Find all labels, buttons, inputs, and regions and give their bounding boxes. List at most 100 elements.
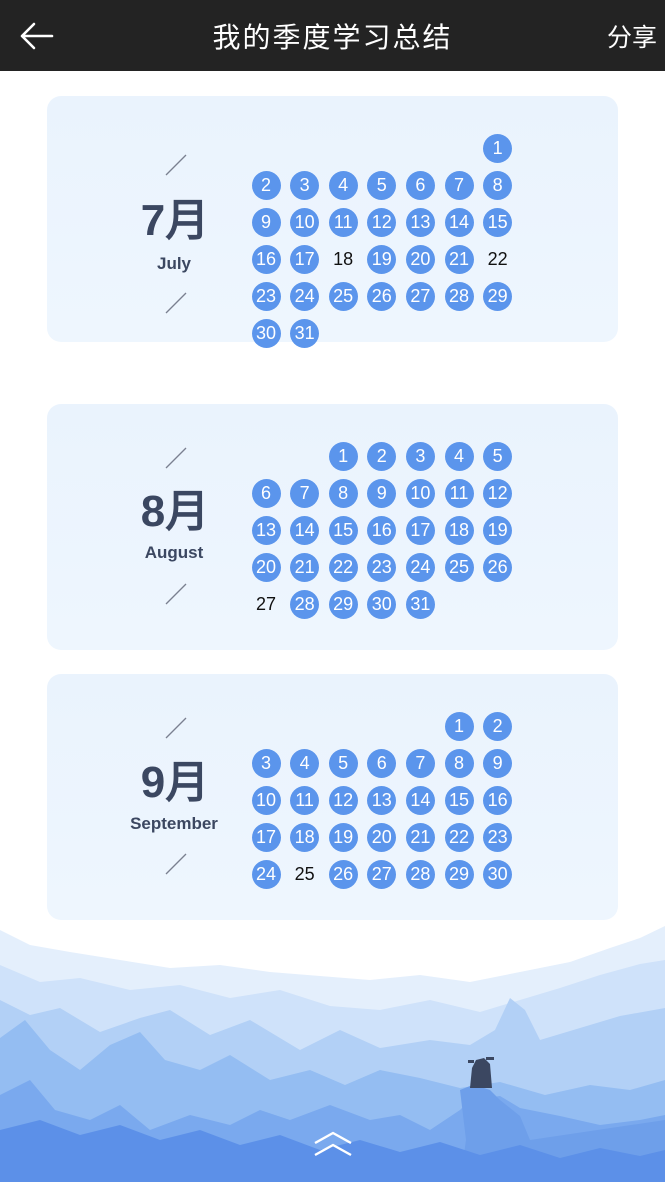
study-day-marker[interactable]: 22: [328, 552, 358, 582]
study-day-marker[interactable]: 18: [290, 822, 320, 852]
study-day-marker[interactable]: 31: [405, 589, 435, 619]
study-day-marker[interactable]: 10: [251, 785, 281, 815]
study-day-marker[interactable]: 16: [367, 515, 397, 545]
scroll-up-button[interactable]: [307, 1126, 359, 1162]
study-day-marker[interactable]: 9: [251, 207, 281, 237]
study-day-marker[interactable]: 29: [444, 859, 474, 889]
study-day-marker[interactable]: 16: [251, 244, 281, 274]
study-day-marker[interactable]: 26: [328, 859, 358, 889]
study-day-marker[interactable]: 8: [328, 478, 358, 508]
study-day-marker[interactable]: 18: [444, 515, 474, 545]
study-day-marker[interactable]: 5: [483, 441, 513, 471]
study-day-marker[interactable]: 30: [483, 859, 513, 889]
study-day-marker[interactable]: 1: [328, 441, 358, 471]
study-day-marker[interactable]: 6: [405, 170, 435, 200]
study-day-marker[interactable]: 19: [367, 244, 397, 274]
study-day-marker[interactable]: 5: [328, 748, 358, 778]
study-day-marker[interactable]: 13: [367, 785, 397, 815]
study-day-marker[interactable]: 23: [367, 552, 397, 582]
study-day-marker[interactable]: 7: [290, 478, 320, 508]
study-day-marker[interactable]: 28: [405, 859, 435, 889]
study-day-marker[interactable]: 27: [367, 859, 397, 889]
study-day-marker[interactable]: 15: [328, 515, 358, 545]
missed-day[interactable]: 27: [255, 593, 277, 614]
study-day-marker[interactable]: 9: [367, 478, 397, 508]
study-day-marker[interactable]: 4: [290, 748, 320, 778]
study-day-marker[interactable]: 8: [483, 170, 513, 200]
study-day-marker[interactable]: 26: [367, 281, 397, 311]
study-day-marker[interactable]: 17: [290, 244, 320, 274]
study-day-marker[interactable]: 12: [328, 785, 358, 815]
study-day-marker[interactable]: 1: [444, 711, 474, 741]
study-day-marker[interactable]: 10: [290, 207, 320, 237]
missed-day[interactable]: 22: [487, 248, 508, 269]
back-button[interactable]: [12, 12, 60, 60]
study-day-marker[interactable]: 28: [290, 589, 320, 619]
study-day-marker[interactable]: 3: [405, 441, 435, 471]
month-header: 9月 September: [47, 674, 303, 920]
study-day-marker[interactable]: 17: [405, 515, 435, 545]
study-day-marker[interactable]: 15: [483, 207, 513, 237]
study-day-marker[interactable]: 11: [328, 207, 358, 237]
study-day-marker[interactable]: 13: [405, 207, 435, 237]
study-day-marker[interactable]: 6: [367, 748, 397, 778]
missed-day[interactable]: 25: [294, 863, 315, 884]
slash-divider-icon: [165, 853, 187, 875]
study-day-marker[interactable]: 2: [483, 711, 513, 741]
study-day-marker[interactable]: 30: [367, 589, 397, 619]
study-day-marker[interactable]: 22: [444, 822, 474, 852]
study-day-marker[interactable]: 15: [444, 785, 474, 815]
study-day-marker[interactable]: 29: [483, 281, 513, 311]
study-day-marker[interactable]: 9: [483, 748, 513, 778]
study-day-marker[interactable]: 8: [444, 748, 474, 778]
study-day-marker[interactable]: 24: [290, 281, 320, 311]
study-day-marker[interactable]: 14: [290, 515, 320, 545]
study-day-marker[interactable]: 11: [290, 785, 320, 815]
study-day-marker[interactable]: 10: [405, 478, 435, 508]
study-day-marker[interactable]: 21: [444, 244, 474, 274]
slash-divider-icon: [165, 583, 187, 605]
study-day-marker[interactable]: 14: [405, 785, 435, 815]
study-day-marker[interactable]: 20: [251, 552, 281, 582]
study-day-marker[interactable]: 1: [483, 133, 513, 163]
study-day-marker[interactable]: 26: [483, 552, 513, 582]
study-day-marker[interactable]: 20: [367, 822, 397, 852]
study-day-marker[interactable]: 24: [405, 552, 435, 582]
study-day-marker[interactable]: 19: [328, 822, 358, 852]
study-day-marker[interactable]: 7: [444, 170, 474, 200]
study-day-marker[interactable]: 6: [251, 478, 281, 508]
missed-day[interactable]: 18: [333, 248, 354, 269]
study-day-marker[interactable]: 12: [483, 478, 513, 508]
study-day-marker[interactable]: 29: [328, 589, 358, 619]
study-day-marker[interactable]: 7: [405, 748, 435, 778]
study-day-marker[interactable]: 19: [483, 515, 513, 545]
study-day-marker[interactable]: 25: [328, 281, 358, 311]
study-day-marker[interactable]: 12: [367, 207, 397, 237]
study-day-marker[interactable]: 25: [444, 552, 474, 582]
study-day-marker[interactable]: 4: [328, 170, 358, 200]
page-title: 我的季度学习总结: [212, 20, 453, 54]
study-day-marker[interactable]: 16: [483, 785, 513, 815]
study-day-marker[interactable]: 21: [405, 822, 435, 852]
study-day-marker[interactable]: 23: [251, 281, 281, 311]
study-day-marker[interactable]: 11: [444, 478, 474, 508]
study-day-marker[interactable]: 20: [405, 244, 435, 274]
study-day-marker[interactable]: 17: [251, 822, 281, 852]
study-day-marker[interactable]: 3: [251, 748, 281, 778]
study-day-marker[interactable]: 2: [251, 170, 281, 200]
study-day-marker[interactable]: 3: [290, 170, 320, 200]
study-day-marker[interactable]: 14: [444, 207, 474, 237]
share-button[interactable]: 分享: [606, 22, 657, 52]
study-day-marker[interactable]: 4: [444, 441, 474, 471]
study-day-marker[interactable]: 28: [444, 281, 474, 311]
study-day-marker[interactable]: 24: [251, 859, 281, 889]
study-day-marker[interactable]: 2: [367, 441, 397, 471]
study-day-marker[interactable]: 31: [290, 318, 320, 348]
study-day-marker[interactable]: 5: [367, 170, 397, 200]
study-day-marker[interactable]: 30: [251, 318, 281, 348]
study-day-marker[interactable]: 23: [483, 822, 513, 852]
study-day-marker[interactable]: 21: [290, 552, 320, 582]
study-day-marker[interactable]: 27: [405, 281, 435, 311]
study-day-marker[interactable]: 13: [251, 515, 281, 545]
